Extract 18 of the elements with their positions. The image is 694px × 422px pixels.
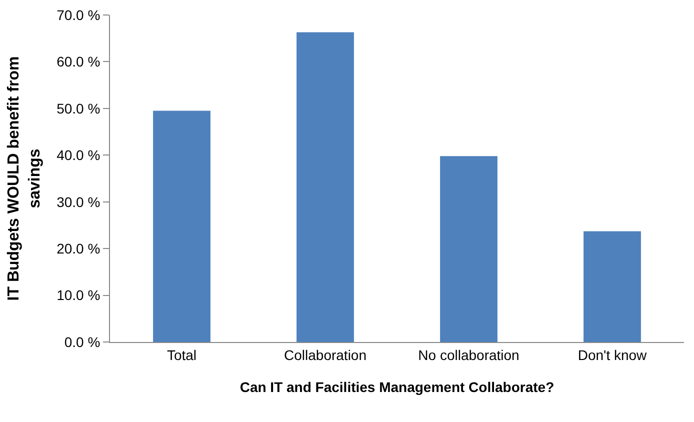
y-tick-label: 30.0 % bbox=[56, 194, 100, 210]
x-tick-label: Collaboration bbox=[284, 346, 366, 363]
bar bbox=[440, 156, 498, 342]
y-tick-label: 70.0 % bbox=[56, 6, 100, 23]
y-tick-label: 40.0 % bbox=[56, 147, 100, 164]
y-tick-label: 0.0 % bbox=[64, 334, 100, 350]
x-tick-label: Don't know bbox=[578, 346, 648, 363]
y-tick-label: 10.0 % bbox=[56, 287, 100, 304]
y-tick-label: 20.0 % bbox=[56, 240, 100, 256]
bar bbox=[296, 32, 354, 342]
y-tick-label: 60.0 % bbox=[56, 54, 100, 70]
bar bbox=[153, 110, 210, 342]
x-tick-label: No collaboration bbox=[418, 346, 520, 363]
y-axis-title: IT Budgets WOULD benefit from savings bbox=[6, 56, 44, 301]
x-axis-title: Can IT and Facilities Management Collaborate? bbox=[240, 379, 554, 396]
bar bbox=[584, 231, 641, 342]
x-tick-label: Total bbox=[166, 346, 197, 363]
y-tick-label: 50.0 % bbox=[56, 100, 100, 116]
